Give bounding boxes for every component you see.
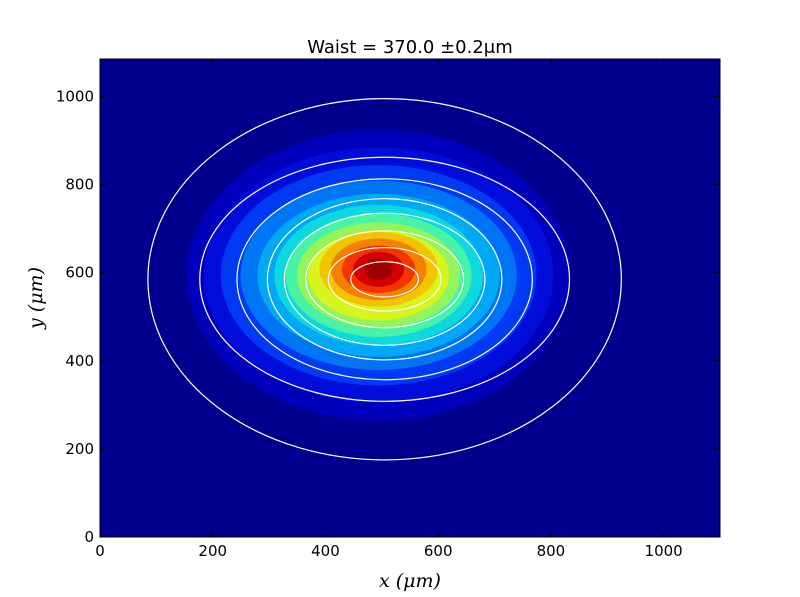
y-axis: 0 200 400 600 800 1000	[56, 87, 720, 546]
y-tick-label: 800	[65, 176, 94, 194]
x-tick-label: 0	[95, 542, 105, 560]
beam-profile	[186, 129, 571, 421]
x-tick-label: 1000	[645, 542, 683, 560]
y-axis-label: y (μm)	[25, 267, 47, 330]
contour-ellipse	[147, 98, 622, 461]
x-tick-label: 600	[424, 542, 453, 560]
contour-ellipse	[305, 230, 465, 329]
contour-ellipse	[236, 178, 533, 381]
x-tick-label: 200	[198, 542, 227, 560]
contour-ellipse	[327, 246, 442, 312]
contour-ellipse	[266, 198, 503, 361]
x-tick-label: 800	[537, 542, 566, 560]
contour-ellipse	[199, 156, 571, 402]
x-axis: 0 200 400 600 800 1000	[95, 59, 683, 560]
y-tick-label: 600	[65, 264, 94, 282]
contour-ellipse	[283, 212, 486, 346]
y-tick-label: 400	[65, 352, 94, 370]
plot-frame	[99, 58, 721, 538]
contour-ellipse	[350, 261, 420, 298]
x-tick-label: 400	[311, 542, 340, 560]
heatmap-layer	[100, 59, 720, 537]
contour-layer	[147, 98, 622, 461]
chart-title: Waist = 370.0 ±0.2μm	[307, 37, 513, 58]
intensity-level	[364, 258, 393, 280]
y-tick-label: 0	[84, 528, 94, 546]
y-tick-label: 1000	[56, 87, 94, 105]
x-axis-label: x (μm)	[379, 570, 441, 592]
y-tick-label: 200	[65, 440, 94, 458]
